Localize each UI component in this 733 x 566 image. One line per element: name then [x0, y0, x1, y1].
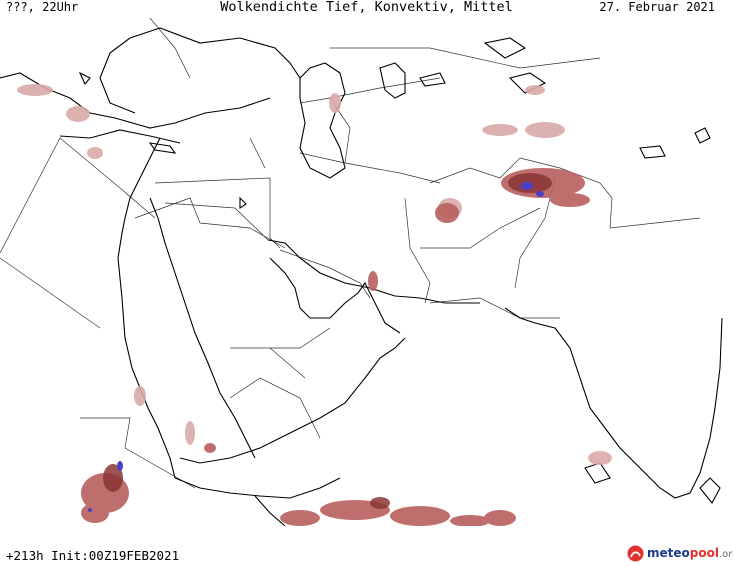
meteopool-logo[interactable]: meteopool.org	[625, 544, 733, 564]
cloud-density-overlay	[17, 84, 612, 526]
brand-name: meteopool.org	[647, 546, 733, 560]
country-borders	[0, 18, 701, 489]
weather-map[interactable]	[0, 18, 733, 526]
cloud-mid	[81, 168, 590, 526]
map-title: Wolkendichte Tief, Konvektiv, Mittel	[220, 0, 513, 15]
cloud-light	[17, 84, 612, 465]
cloud-core	[88, 182, 544, 512]
forecast-init-label: +213h Init:00Z19FEB2021	[6, 548, 180, 563]
valid-time-label: ???, 22Uhr	[6, 0, 79, 14]
coastlines	[0, 27, 723, 526]
date-label: 27. Februar 2021	[599, 0, 715, 14]
meteopool-logo-icon	[627, 545, 644, 562]
